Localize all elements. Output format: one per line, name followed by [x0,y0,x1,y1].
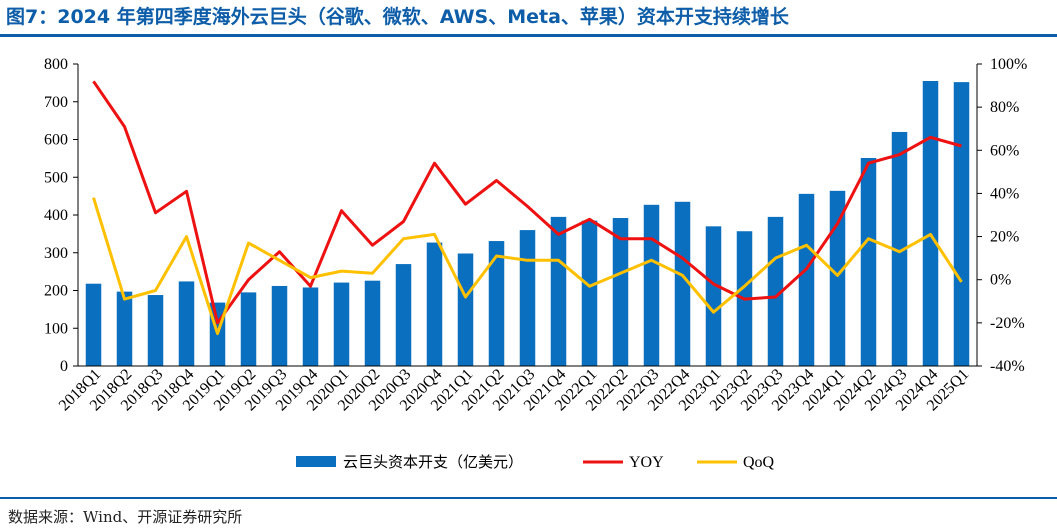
left-tick-label: 300 [44,245,68,262]
line-series [92,80,963,336]
bar-2020Q1 [333,282,350,366]
legend-qoq-label: QoQ [743,454,775,471]
right-tick-label: -40% [990,358,1025,375]
x-axis: 2018Q12018Q22018Q32018Q42019Q12019Q22019… [56,365,977,414]
legend-yoy-label: YOY [629,454,664,471]
bar-2019Q4 [302,287,319,366]
left-axis: 0 100 200 300 400 500 600 700 800 [44,56,79,375]
bar-2022Q3 [643,204,660,366]
bar-2018Q2 [116,291,133,366]
legend-bar-swatch [296,456,336,467]
bar-2021Q1 [457,253,474,366]
bar-2020Q2 [364,280,381,366]
right-tick-label: 40% [990,185,1019,202]
right-tick-label: 20% [990,229,1019,246]
bar-2024Q1 [829,190,846,366]
footer-rule [0,497,1057,499]
bar-series [85,80,970,367]
source-note: 数据来源：Wind、开源证券研究所 [8,508,243,526]
bar-2024Q2 [860,157,877,366]
bar-2021Q4 [550,216,567,366]
left-tick-label: 400 [44,207,68,224]
left-tick-label: 0 [60,358,68,375]
bar-2018Q4 [178,281,195,366]
left-tick-label: 700 [44,94,68,111]
bar-2021Q3 [519,230,536,366]
left-tick-label: 500 [44,169,68,186]
bar-2024Q3 [891,131,908,366]
right-tick-label: 80% [990,99,1019,116]
bar-2020Q4 [426,242,443,366]
right-tick-label: 100% [990,56,1027,73]
bar-2019Q3 [271,285,288,366]
left-tick-label: 800 [44,56,68,73]
bar-2018Q1 [85,283,102,366]
right-axis: -40% -20% 0% 20% 40% 60% 80% 100% [976,56,1027,375]
qoq-line [92,197,963,336]
legend: 云巨头资本开支（亿美元） YOY QoQ [296,453,775,471]
bar-2023Q4 [798,193,815,366]
left-tick-label: 600 [44,132,68,149]
bar-2024Q4 [922,80,939,367]
bar-2018Q3 [147,295,164,366]
bar-2023Q1 [705,226,722,366]
bar-2022Q1 [581,220,598,366]
legend-bar-label: 云巨头资本开支（亿美元） [343,453,523,471]
bar-2025Q1 [953,82,970,367]
right-tick-label: 0% [990,272,1011,289]
title-rule [0,34,1057,37]
bar-2022Q4 [674,201,691,366]
bar-2023Q3 [767,216,784,366]
right-tick-label: -20% [990,315,1025,332]
bar-2021Q2 [488,241,505,366]
left-tick-label: 200 [44,283,68,300]
left-tick-label: 100 [44,320,68,337]
right-tick-label: 60% [990,142,1019,159]
chart-area: 0 100 200 300 400 500 600 700 800 -40% -20% 0% 20% 4… [44,56,1027,471]
figure-title: 图7：2024 年第四季度海外云巨头（谷歌、微软、AWS、Meta、苹果）资本开… [6,6,789,28]
bar-2019Q2 [240,292,257,366]
bar-2020Q3 [395,264,412,366]
bar-2022Q2 [612,218,629,366]
